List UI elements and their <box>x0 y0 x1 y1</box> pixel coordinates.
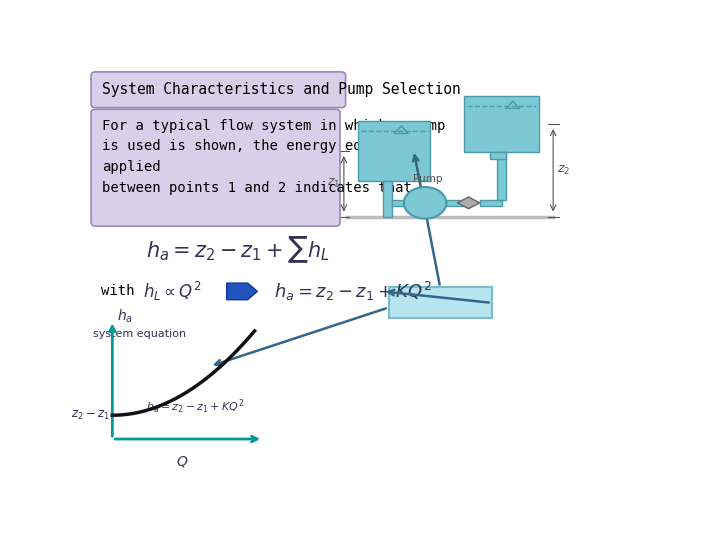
Text: $h_L \propto Q^2$: $h_L \propto Q^2$ <box>143 280 202 303</box>
Text: system equation: system equation <box>93 329 186 339</box>
Text: System Characteristics and Pump Selection: System Characteristics and Pump Selectio… <box>102 82 461 97</box>
Text: $Q$: $Q$ <box>176 454 188 469</box>
Bar <box>392 199 428 206</box>
Text: $z_2 - z_1$: $z_2 - z_1$ <box>71 409 109 422</box>
Text: (2): (2) <box>472 98 488 108</box>
Text: For a typical flow system in which a pump
is used is shown, the energy equation
: For a typical flow system in which a pum… <box>102 119 446 194</box>
Text: $z_2$: $z_2$ <box>557 164 570 177</box>
FancyBboxPatch shape <box>91 109 340 226</box>
Text: $h_a = z_2 - z_1 + KQ^2$: $h_a = z_2 - z_1 + KQ^2$ <box>274 280 432 303</box>
Polygon shape <box>457 197 480 208</box>
Bar <box>497 152 506 199</box>
Bar <box>490 152 506 159</box>
Circle shape <box>404 187 446 219</box>
FancyBboxPatch shape <box>91 72 346 107</box>
Bar <box>446 199 469 206</box>
Text: $h_a = z_2 - z_1 + KQ^2$: $h_a = z_2 - z_1 + KQ^2$ <box>145 398 244 416</box>
Bar <box>480 199 502 206</box>
Text: $h_a$: $h_a$ <box>117 307 133 325</box>
Polygon shape <box>227 283 258 300</box>
Bar <box>358 121 431 181</box>
Text: Pump: Pump <box>413 174 443 184</box>
Text: $h_a = z_2 - z_1 + \sum h_L$: $h_a = z_2 - z_1 + \sum h_L$ <box>145 234 330 265</box>
Text: (1): (1) <box>366 123 382 133</box>
Text: with: with <box>101 285 135 299</box>
Bar <box>383 181 392 217</box>
Text: $z_1$: $z_1$ <box>327 177 341 191</box>
Bar <box>389 287 492 319</box>
Bar <box>464 96 539 152</box>
